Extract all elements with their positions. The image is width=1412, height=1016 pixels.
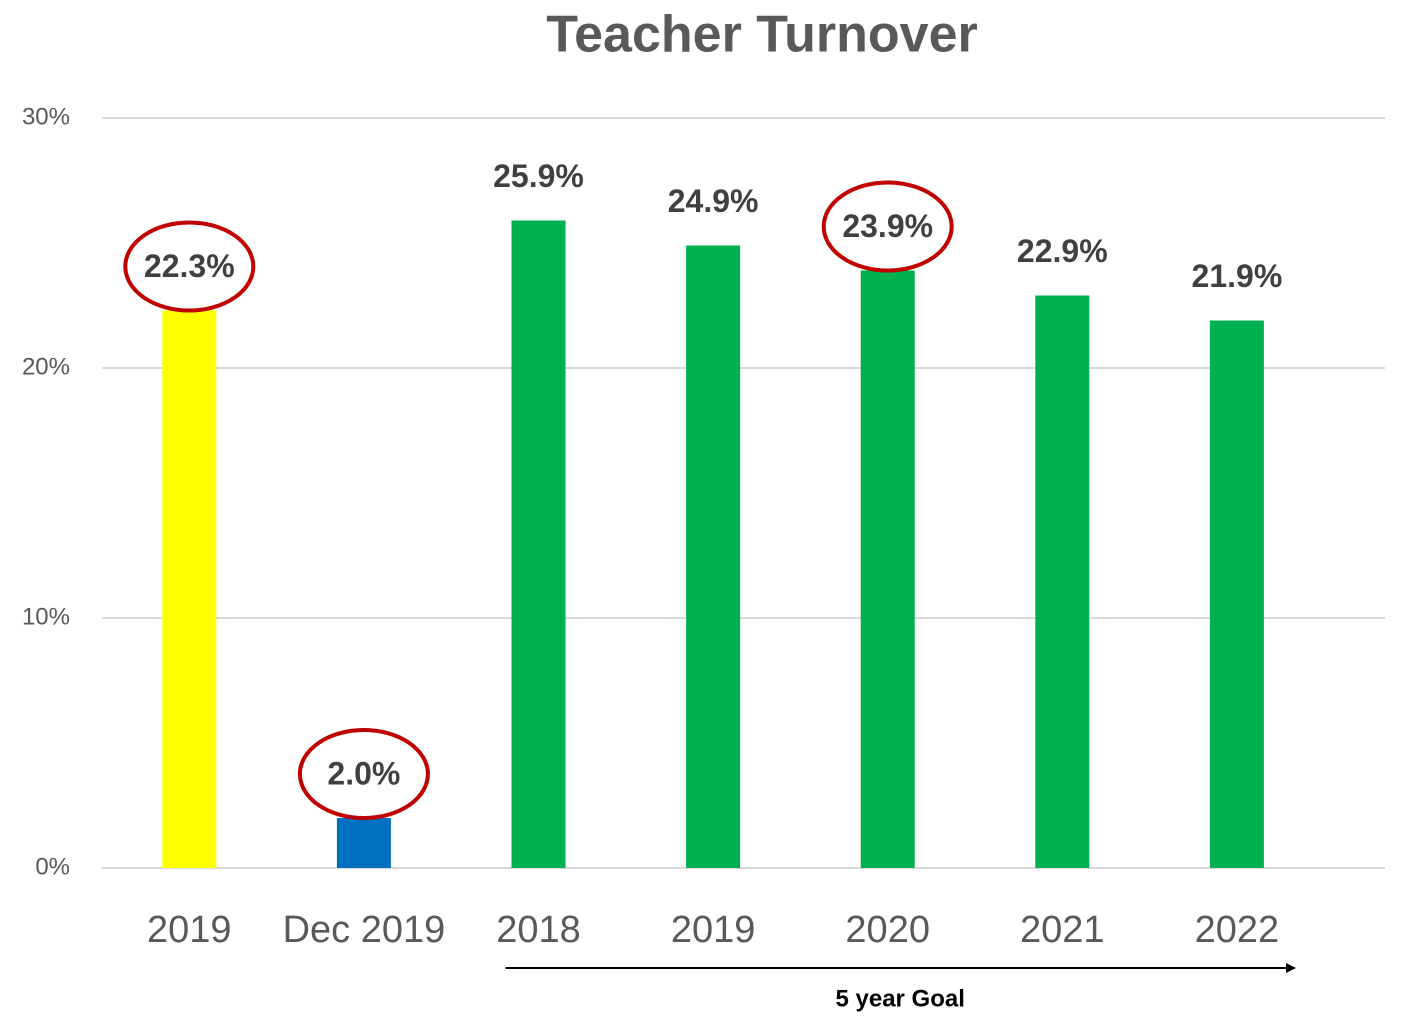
x-tick-label: 2021 bbox=[1020, 909, 1105, 951]
data-label: 22.9% bbox=[1017, 233, 1108, 269]
bar bbox=[1035, 295, 1090, 868]
bar bbox=[511, 220, 566, 868]
x-tick-label: 2022 bbox=[1195, 909, 1280, 951]
x-tick-label: 2019 bbox=[671, 909, 756, 951]
data-label: 23.9% bbox=[842, 208, 933, 244]
chart-title: Teacher Turnover bbox=[546, 6, 978, 64]
bar bbox=[860, 270, 915, 868]
y-tick-label: 30% bbox=[22, 103, 70, 130]
y-tick-label: 20% bbox=[22, 353, 70, 380]
data-label: 22.3% bbox=[144, 248, 235, 284]
data-label: 21.9% bbox=[1192, 258, 1283, 294]
highlight-circle bbox=[821, 180, 954, 273]
x-tick-label: 2018 bbox=[496, 909, 581, 951]
bar bbox=[336, 818, 391, 868]
highlight-circle bbox=[123, 220, 256, 313]
x-tick-label: 2020 bbox=[845, 909, 930, 951]
y-tick-label: 0% bbox=[35, 853, 70, 880]
data-label: 25.9% bbox=[493, 158, 584, 194]
bar bbox=[686, 245, 741, 868]
data-label: 2.0% bbox=[327, 755, 400, 791]
x-tick-label: 2019 bbox=[147, 909, 232, 951]
annotation: 5 year Goal bbox=[835, 985, 964, 1012]
highlight-circle bbox=[297, 728, 430, 820]
x-tick-label: Dec 2019 bbox=[283, 909, 446, 951]
bar bbox=[1209, 320, 1264, 868]
bar bbox=[162, 310, 217, 868]
data-label: 24.9% bbox=[668, 183, 759, 219]
y-tick-label: 10% bbox=[22, 603, 70, 630]
